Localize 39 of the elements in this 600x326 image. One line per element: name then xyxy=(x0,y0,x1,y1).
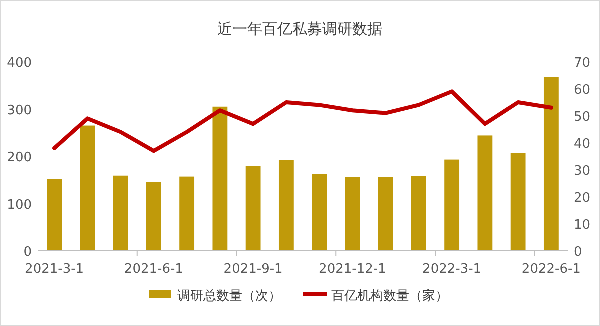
y-tick-label: 200 xyxy=(7,150,32,166)
y-tick-label: 100 xyxy=(7,198,32,213)
bar xyxy=(378,177,394,251)
x-tick-label: 2022-6-1 xyxy=(522,262,581,277)
bar xyxy=(478,136,493,251)
y-tick-label: 0 xyxy=(24,245,32,260)
bar xyxy=(411,176,426,251)
y2-tick-label: 30 xyxy=(574,164,591,179)
x-tick-label: 2021-6-1 xyxy=(124,262,184,277)
y2-tick-label: 0 xyxy=(574,245,582,260)
legend-label: 调研总数量（次） xyxy=(178,289,282,304)
x-tick-label: 2021-12-1 xyxy=(319,262,386,277)
line-series xyxy=(52,90,554,154)
y2-tick-label: 70 xyxy=(574,56,591,71)
chart-title: 近一年百亿私募调研数据 xyxy=(218,20,382,38)
bar xyxy=(345,177,360,251)
bar xyxy=(113,176,128,251)
y2-tick-label: 20 xyxy=(574,191,591,206)
bar xyxy=(146,182,162,251)
y-tick-label: 300 xyxy=(7,103,32,118)
bar xyxy=(80,126,96,251)
x-tick-label: 2021-9-1 xyxy=(224,262,283,277)
y2-tick-label: 40 xyxy=(574,137,591,152)
bar xyxy=(212,106,228,251)
x-tick-label: 2021-3-1 xyxy=(25,262,84,277)
legend-label: 百亿机构数量（家） xyxy=(332,288,448,304)
y2-tick-label: 10 xyxy=(574,218,591,233)
bar xyxy=(47,179,62,251)
bar xyxy=(510,153,526,251)
bar xyxy=(246,166,261,251)
y2-tick-label: 50 xyxy=(574,110,591,125)
y-tick-label: 400 xyxy=(7,56,32,71)
bar xyxy=(312,174,328,251)
x-tick-label: 2022-3-1 xyxy=(422,262,482,277)
bar xyxy=(278,160,294,251)
bar xyxy=(444,160,460,251)
y2-tick-label: 60 xyxy=(574,83,591,98)
bar xyxy=(544,77,559,251)
bar xyxy=(180,176,195,251)
